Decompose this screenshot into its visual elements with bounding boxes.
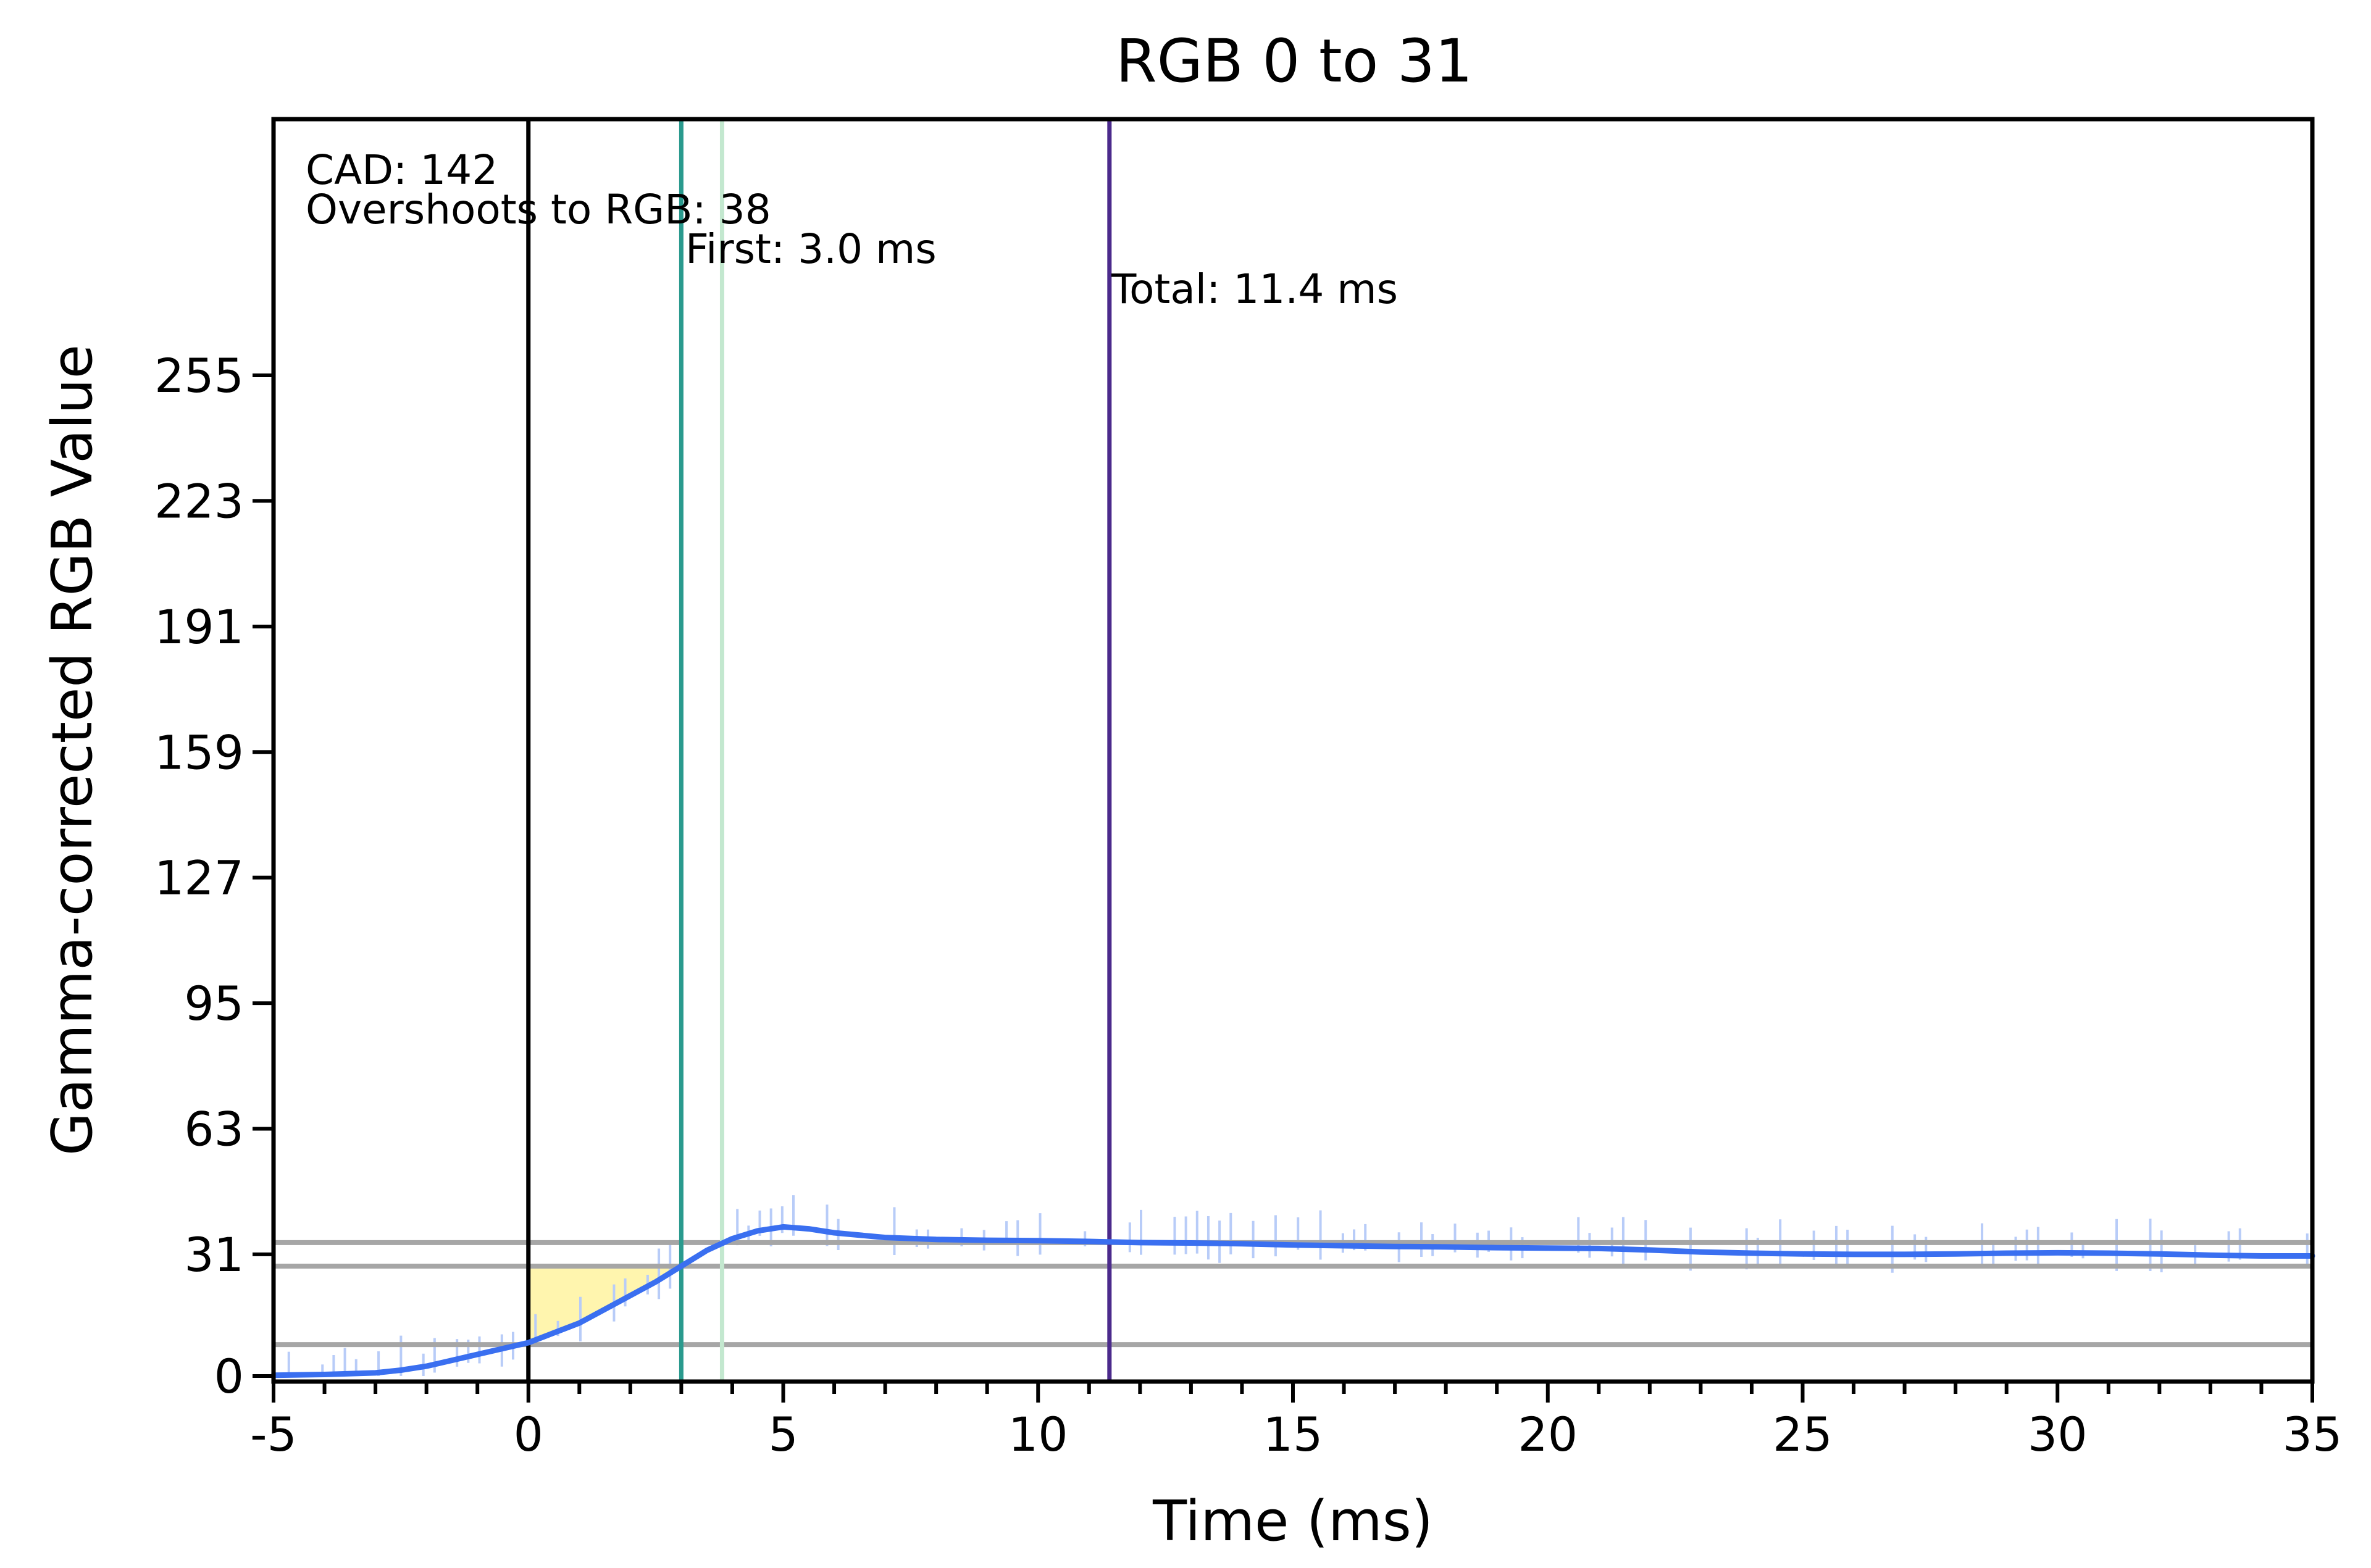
total-response-annotation: Total: 11.4 ms	[1111, 265, 1398, 313]
x-tick-label: 10	[1008, 1407, 1068, 1462]
y-tick-label: 223	[154, 473, 244, 528]
y-axis-ticks: 0 31 63 95 127 159 191 223 255	[154, 348, 274, 1404]
x-tick-label: 5	[768, 1407, 798, 1462]
series-line	[270, 1224, 2315, 1378]
x-tick-label: 20	[1518, 1407, 1578, 1462]
x-tick-label: 25	[1773, 1407, 1833, 1462]
cad-annotation: CAD: 142	[306, 146, 498, 194]
plot-area	[270, 119, 2315, 1382]
marker-lines-layer	[526, 119, 1112, 1382]
y-tick-label: 31	[184, 1227, 244, 1282]
x-tick-label: -5	[250, 1407, 297, 1462]
y-tick-label: 127	[154, 851, 244, 906]
y-tick-label: 191	[154, 599, 244, 654]
x-tick-label: 0	[514, 1407, 543, 1462]
y-tick-label: 95	[184, 976, 244, 1031]
overshoot-annotation: Overshoots to RGB: 38	[306, 186, 771, 233]
y-tick-label: 0	[214, 1349, 244, 1404]
x-axis-ticks: -5 0 5 10 15 20 25 30 35	[250, 1382, 2342, 1462]
x-tick-label: 30	[2028, 1407, 2088, 1462]
y-tick-label: 159	[154, 725, 244, 780]
first-response-annotation: First: 3.0 ms	[685, 225, 937, 273]
x-tick-label: 15	[1263, 1407, 1323, 1462]
chart-title: RGB 0 to 31	[1116, 27, 1473, 96]
y-tick-label: 255	[154, 348, 244, 403]
shaded-region-layer	[528, 1266, 682, 1343]
series-layer	[270, 1224, 2315, 1378]
shaded-region	[528, 1266, 682, 1343]
y-tick-label: 63	[184, 1102, 244, 1157]
x-tick-label: 35	[2283, 1407, 2343, 1462]
y-axis-label: Gamma-corrected RGB Value	[40, 344, 105, 1156]
x-axis-label: Time (ms)	[1152, 1489, 1433, 1554]
